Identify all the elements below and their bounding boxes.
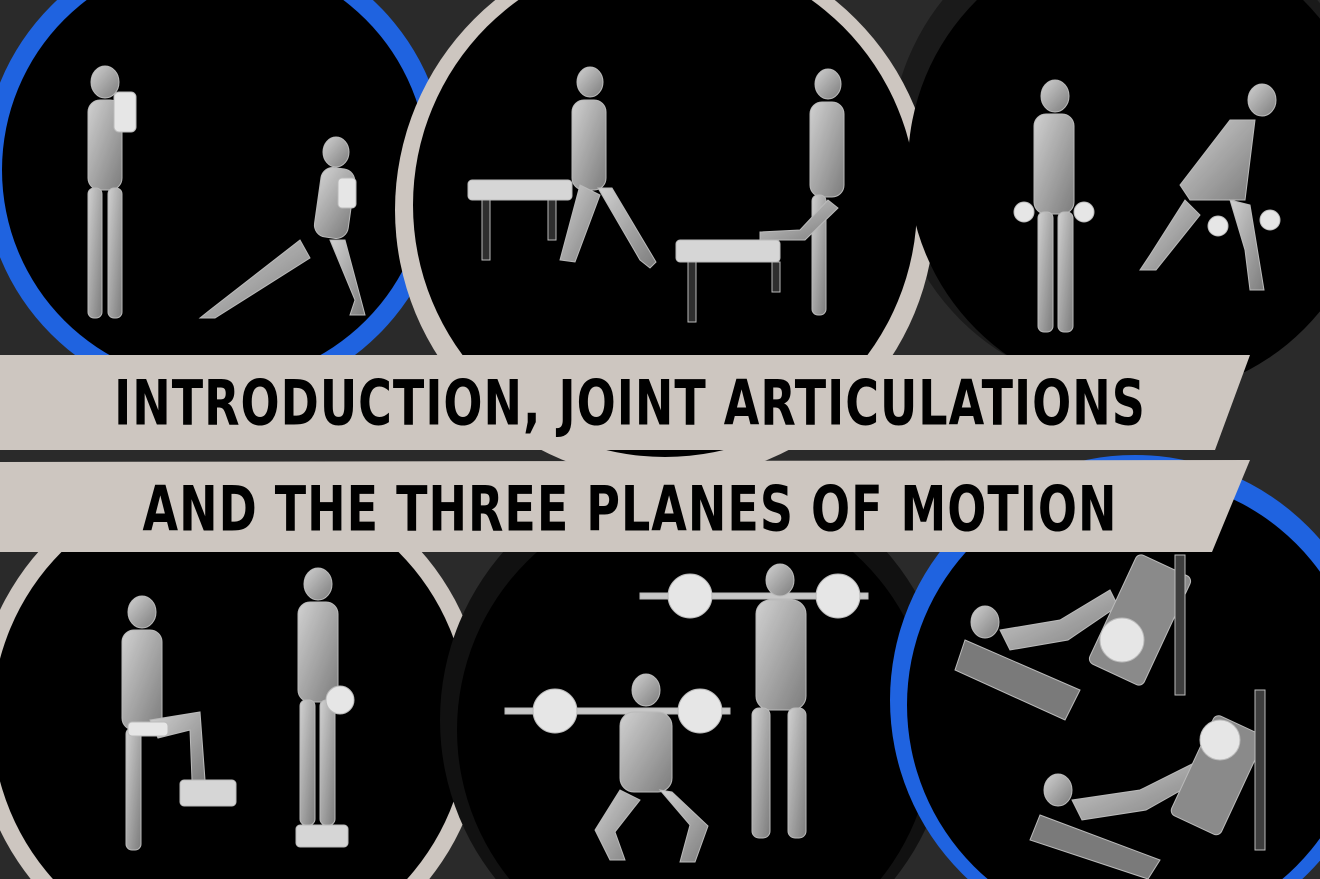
barbell-squat-figure-icon <box>504 673 731 863</box>
split-squat-bench-figure-icon <box>675 68 845 323</box>
title-line-1-text: INTRODUCTION, JOINT ARTICULATIONS <box>114 366 1146 440</box>
lateral-lunge-figure-icon <box>198 136 366 319</box>
standing-step-figure-icon <box>295 567 355 848</box>
title-line-2-text: AND THE THREE PLANES OF MOTION <box>142 472 1118 546</box>
panel-dumbbell-lunge <box>908 0 1320 397</box>
step-up-figure-icon <box>121 595 237 851</box>
barbell-standing-figure-icon <box>639 563 869 839</box>
title-line-1: INTRODUCTION, JOINT ARTICULATIONS <box>40 358 1220 447</box>
standing-figure-icon <box>87 65 137 319</box>
panel-barbell-squat <box>440 465 950 879</box>
split-squat-figure-icon <box>467 66 657 269</box>
panel-step-up <box>0 465 485 879</box>
leg-press-machine-icon <box>954 554 1192 721</box>
leg-press-machine-2-icon <box>1029 689 1266 879</box>
dumbbell-lunge-figure-icon <box>1139 83 1281 291</box>
title-line-2: AND THE THREE PLANES OF MOTION <box>40 464 1220 553</box>
dumbbell-standing-figure-icon <box>1013 79 1095 333</box>
